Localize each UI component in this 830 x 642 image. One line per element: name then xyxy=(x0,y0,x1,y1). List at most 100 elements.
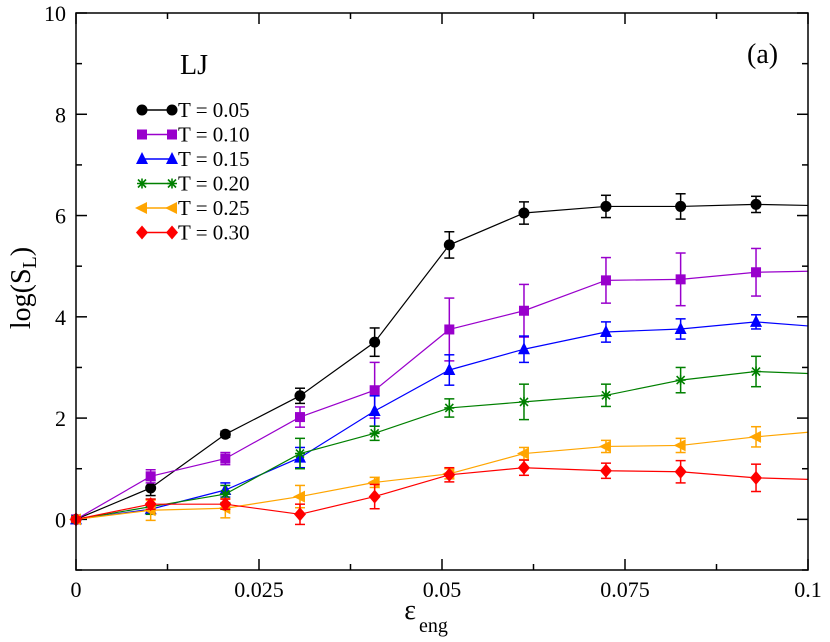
legend-marker xyxy=(167,129,177,140)
data-point xyxy=(144,497,157,512)
data-point xyxy=(600,390,611,401)
series-line xyxy=(75,467,809,520)
series-line xyxy=(75,370,809,520)
data-point xyxy=(750,470,763,485)
data-point xyxy=(516,447,529,460)
x-tick-label: 0 xyxy=(71,577,82,602)
svg-text:ε: ε xyxy=(404,595,416,626)
data-point xyxy=(750,314,763,327)
legend-marker xyxy=(167,178,177,189)
legend-item: T = 0.20 xyxy=(137,172,250,196)
data-point xyxy=(368,404,381,417)
data-point xyxy=(517,342,530,355)
data-point xyxy=(599,325,612,338)
y-axis-title-close: ) xyxy=(6,247,37,256)
data-point xyxy=(292,490,305,503)
data-point xyxy=(443,362,456,375)
y-axis-title-main: log(S xyxy=(6,268,37,329)
data-point xyxy=(219,428,231,440)
legend-label: T = 0.20 xyxy=(178,172,250,196)
y-tick-label: 4 xyxy=(55,305,66,330)
data-point xyxy=(145,471,156,482)
data-point xyxy=(674,464,687,479)
x-tick-label: 0.05 xyxy=(423,577,462,602)
data-point xyxy=(600,275,611,286)
data-point xyxy=(219,497,232,512)
y-tick-label: 10 xyxy=(44,1,66,26)
data-point xyxy=(369,428,380,439)
data-point xyxy=(750,198,762,210)
legend-marker xyxy=(166,152,178,164)
legend-label: T = 0.30 xyxy=(178,221,250,245)
data-point xyxy=(444,402,455,413)
x-axis-title-sub: eng xyxy=(419,615,448,637)
legend-marker xyxy=(137,129,147,140)
legend-item: T = 0.10 xyxy=(137,123,250,147)
y-tick-label: 6 xyxy=(55,204,66,229)
x-axis-title-main: ε xyxy=(404,595,416,626)
data-point xyxy=(220,489,231,500)
data-point xyxy=(751,267,762,278)
legend-label: T = 0.25 xyxy=(178,196,250,220)
panel-label: (a) xyxy=(747,39,778,70)
y-tick-label: 0 xyxy=(55,507,66,532)
data-point xyxy=(443,467,456,482)
svg-text:log(SL): log(SL) xyxy=(6,247,41,329)
legend-marker xyxy=(136,225,148,240)
data-point xyxy=(443,239,455,251)
plot-frame xyxy=(75,12,809,571)
legend-marker xyxy=(136,152,148,164)
legend-label: T = 0.15 xyxy=(178,147,250,171)
data-point xyxy=(675,200,687,212)
data-point xyxy=(749,430,762,443)
x-tick-label: 0.075 xyxy=(600,577,650,602)
legend-label: T = 0.10 xyxy=(178,123,250,147)
data-point xyxy=(675,375,686,386)
legend-label: T = 0.05 xyxy=(178,98,250,122)
data-point xyxy=(294,390,306,402)
data-point xyxy=(369,336,381,348)
legend-marker xyxy=(136,104,148,116)
data-point xyxy=(220,453,231,464)
data-point xyxy=(675,274,686,285)
data-point xyxy=(293,507,306,522)
legend-item: T = 0.25 xyxy=(135,196,250,220)
y-axis-title: log(SL) xyxy=(6,247,41,329)
series-020 xyxy=(71,355,809,525)
data-point xyxy=(294,448,305,459)
data-point xyxy=(600,200,612,212)
svg-text:eng: eng xyxy=(419,615,448,637)
series-025 xyxy=(69,425,809,526)
series-010 xyxy=(71,247,809,525)
series-line xyxy=(75,270,809,520)
series-030 xyxy=(70,459,809,527)
y-axis-title-sub: L xyxy=(19,256,41,268)
x-tick-label: 0.025 xyxy=(234,577,284,602)
series-line xyxy=(75,321,809,520)
legend-marker xyxy=(137,178,147,189)
data-point xyxy=(444,324,455,335)
data-point xyxy=(369,385,380,396)
data-point xyxy=(517,460,530,475)
legend-item: T = 0.15 xyxy=(136,147,250,171)
data-point xyxy=(368,489,381,504)
data-point xyxy=(674,321,687,334)
data-point xyxy=(518,305,529,316)
legend-marker xyxy=(135,202,147,214)
series-line xyxy=(75,431,809,520)
data-point xyxy=(673,439,686,452)
y-tick-label: 8 xyxy=(55,102,66,127)
data-point xyxy=(599,463,612,478)
series-015 xyxy=(70,314,809,525)
legend-marker xyxy=(166,225,178,240)
x-tick-label: 0.1 xyxy=(794,577,822,602)
legend-item: T = 0.05 xyxy=(136,98,250,122)
legend-marker xyxy=(166,104,178,116)
x-axis-title: ε eng xyxy=(404,595,448,637)
series-layer xyxy=(69,193,809,527)
legend-marker xyxy=(165,202,177,214)
legend-item: T = 0.30 xyxy=(136,221,250,245)
data-point xyxy=(145,482,157,494)
data-point xyxy=(518,207,530,219)
